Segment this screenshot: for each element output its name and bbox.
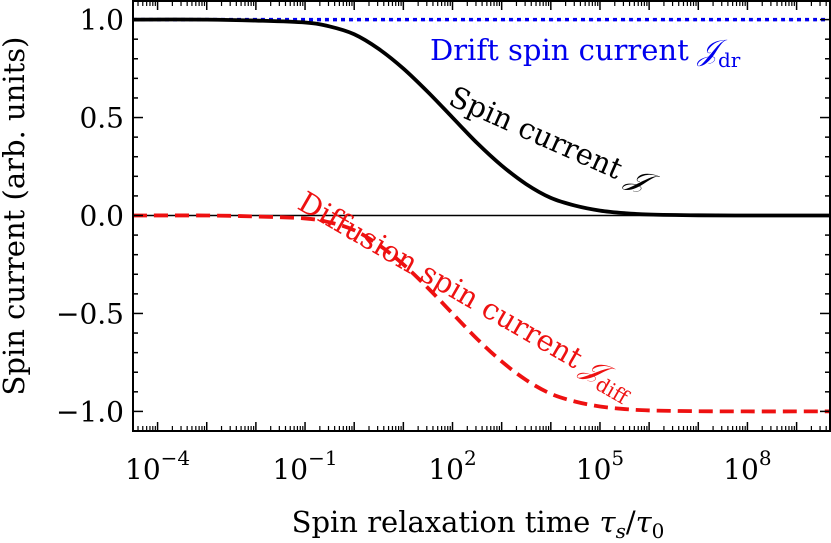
x-tick-base: 10: [576, 453, 612, 486]
drift-annotation-text: Drift spin current: [430, 33, 698, 67]
y-tick-label: −1.0: [56, 395, 124, 428]
spin-current-annotation-text: Spin current: [444, 79, 636, 189]
diffusion-annotation: Diffusion spin current𝒥diff: [290, 185, 641, 410]
drift-annotation: Drift spin current 𝒥dr: [430, 33, 741, 72]
x-tick-label: 108: [723, 446, 771, 486]
x-tick-exponent: 8: [759, 446, 772, 470]
x-tick-base: 10: [428, 453, 464, 486]
series-line-spin-current: [132, 17, 831, 218]
x-tick-base: 10: [723, 453, 759, 486]
x-tick-exponent: 2: [464, 446, 477, 470]
x-tick-label: 105: [576, 446, 624, 486]
y-tick-label: −0.5: [56, 297, 124, 330]
drift-annotation-sub: dr: [718, 48, 741, 72]
y-axis-label: Spin current (arb. units): [0, 37, 31, 396]
x-tick-label: 10−1: [272, 446, 337, 486]
y-tick-label: 1.0: [79, 4, 124, 37]
x-tick-base: 10: [125, 453, 161, 486]
x-tick-exponent: −1: [308, 446, 337, 470]
series-layer: [132, 17, 831, 414]
x-axis-label: Spin relaxation time τs/τ0: [292, 505, 665, 543]
y-tick-label: 0.0: [79, 200, 124, 233]
x-tick-exponent: −4: [161, 446, 190, 470]
x-tick-label: 10−4: [125, 446, 190, 486]
x-tick-exponent: 5: [611, 446, 624, 470]
plot-area: [132, 17, 831, 414]
x-tick-label: 102: [428, 446, 476, 486]
x-tick-base: 10: [272, 453, 308, 486]
y-tick-label: 0.5: [79, 102, 124, 135]
diffusion-annotation-text: Diffusion spin current: [293, 185, 589, 376]
ticks-layer: [133, 1, 831, 431]
series-line-diffusion-spin-current: [132, 213, 831, 414]
